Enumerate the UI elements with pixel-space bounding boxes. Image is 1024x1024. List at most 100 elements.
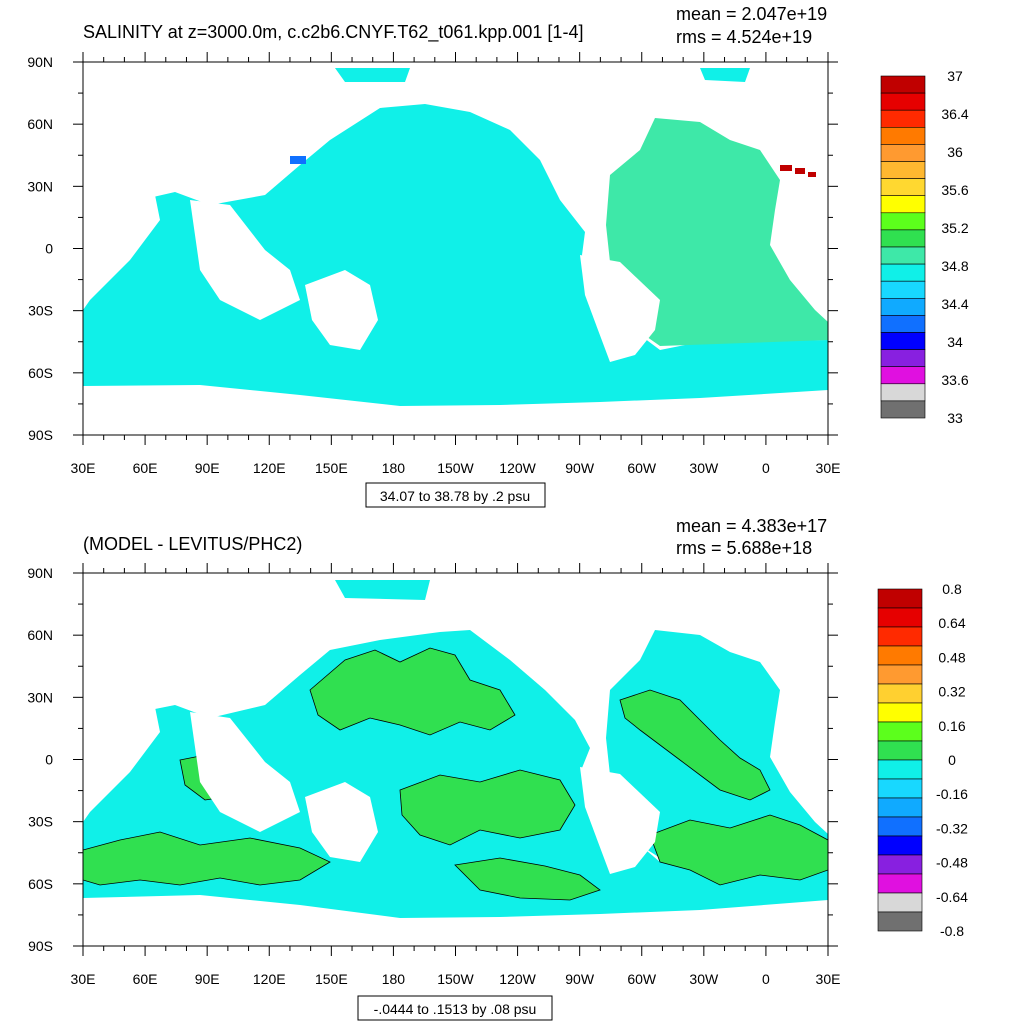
atlantic-ocean-region [606,118,828,346]
y-tick-label: 60S [28,365,53,381]
range-box: 34.07 to 38.78 by .2 psu [365,482,546,508]
x-tick-label: 90E [195,460,220,476]
x-tick-label: 150W [437,460,474,476]
colorbar-swatch [877,683,923,704]
x-tick-label: 180 [382,460,406,476]
x-tick-label: 30E [71,460,96,476]
colorbar-label: 0.48 [938,649,965,665]
x-tick-label: 120E [253,971,286,987]
x-tick-label: 90W [565,460,595,476]
mean-label: mean = 4.383e+17 [676,516,827,536]
colorbar-swatch [877,873,923,894]
colorbar-label: -0.32 [936,820,968,836]
south-america-land [580,255,660,362]
x-tick-label: 30E [816,460,841,476]
y-tick-label: 90S [28,938,53,954]
x-tick-label: 30E [71,971,96,987]
colorbar-label: 0.8 [942,581,962,597]
colorbar-swatch [880,246,926,265]
y-tick-label: 60N [27,116,53,132]
x-tick-label: 90E [195,971,220,987]
colorbar-swatch [877,797,923,818]
colorbar-swatch [880,332,926,350]
colorbar-label: 0.32 [938,684,965,700]
colorbar-swatch [880,280,926,299]
colorbar-swatch [880,366,926,385]
axes-frame: 30E 60E 90E 120E 150E 180 150W 120W 90W 60W 30W 0 30… [27,563,840,987]
australia-land [305,270,378,350]
colorbar-label: 34 [947,334,963,350]
x-tick-label: 150W [437,971,474,987]
colorbar-swatch [880,229,926,248]
colorbar-label: 35.2 [941,220,968,236]
africa-land [83,660,160,822]
x-tick-label: 120W [499,971,536,987]
mean-label: mean = 2.047e+19 [676,4,827,24]
high-salinity-patch [780,165,816,177]
x-ticks: 30E 60E 90E 120E 150E 180 150W 120W 90W 60W 30W 0 30… [71,52,841,476]
colorbar-swatch [877,835,923,856]
range-label: 34.07 to 38.78 by .2 psu [380,488,530,504]
colorbar-label: 36 [947,144,963,160]
panel-difference: (MODEL - LEVITUS/PHC2) mean = 4.383e+17 … [27,516,968,1021]
x-tick-label: 30W [689,971,719,987]
colorbar-label: 34.8 [941,258,968,274]
x-tick-label: 30W [689,460,719,476]
y-tick-label: 30N [27,689,53,705]
colorbar-swatch [877,759,923,780]
arctic-patch [700,68,750,82]
y-tick-label: 0 [45,752,53,768]
colorbar-swatch [880,195,926,214]
y-tick-label: 30S [28,303,53,319]
low-salinity-patch [290,156,306,164]
x-tick-label: 0 [762,971,770,987]
colorbar-swatch [877,607,923,628]
asia-land [190,200,300,320]
colorbar-swatch [877,664,923,685]
colorbar-swatch [880,109,926,128]
x-tick-label: 120W [499,460,536,476]
colorbar-swatch [880,178,926,197]
asia-land [190,712,300,832]
colorbar-swatch [877,911,923,932]
ocean-field [83,68,828,406]
colorbar-label: -0.16 [936,786,968,802]
x-tick-label: 90W [565,971,595,987]
x-tick-label: 0 [762,460,770,476]
colorbar-swatch [877,626,923,647]
rms-label: rms = 5.688e+18 [676,538,812,558]
colorbar-label: 37 [947,68,963,84]
colorbar-swatch [880,297,926,316]
pacific-indian-ocean-region [83,104,828,406]
range-label: -.0444 to .1513 by .08 psu [374,1001,537,1017]
colorbar-swatch [880,92,926,111]
colorbar-label: -0.64 [936,889,968,905]
colorbar-swatch [880,349,926,368]
colorbar-label: 34.4 [941,296,968,312]
colorbar-swatch [877,854,923,875]
colorbar-swatch [880,400,926,419]
y-tick-label: 30S [28,814,53,830]
land-masses [83,660,660,874]
x-tick-label: 60E [133,460,158,476]
colorbar-swatch [877,778,923,799]
colorbar-swatch [880,127,926,145]
y-tick-label: 60S [28,876,53,892]
y-tick-label: 30N [27,178,53,194]
y-ticks: 90N 60N 30N 0 30S 60S 90S [27,565,838,954]
y-tick-label: 90N [27,54,53,70]
colorbar-swatch [880,75,926,94]
bering-strip [335,580,430,600]
colorbar-label: 33.6 [941,372,968,388]
colorbar-label: 33 [947,410,963,426]
map-field [83,580,828,918]
colorbar-swatch [877,892,923,913]
colorbar-label: -0.48 [936,855,968,871]
colorbar-swatch [880,161,926,179]
y-tick-label: 90N [27,565,53,581]
x-tick-label: 120E [253,460,286,476]
y-tick-label: 90S [28,427,53,443]
x-tick-label: 60E [133,971,158,987]
colorbar-swatch [880,212,926,231]
